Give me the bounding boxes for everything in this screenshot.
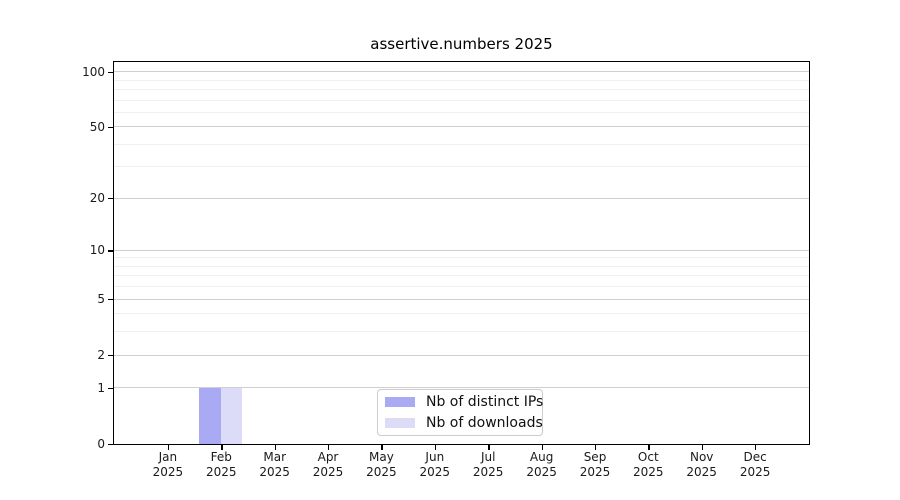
gridline-minor bbox=[114, 265, 809, 267]
gridline-minor bbox=[114, 88, 809, 90]
y-tick-mark bbox=[108, 126, 113, 128]
x-tick-label: Sep 2025 bbox=[579, 450, 611, 479]
gridline-minor bbox=[114, 99, 809, 101]
gridline-major bbox=[114, 249, 809, 251]
x-tick-label: Jun 2025 bbox=[419, 450, 451, 479]
x-tick-mark bbox=[221, 445, 223, 450]
x-tick-mark bbox=[274, 445, 277, 450]
x-tick-mark bbox=[648, 445, 650, 450]
x-tick-mark bbox=[755, 445, 757, 450]
x-tick-mark bbox=[328, 445, 330, 450]
x-tick-mark bbox=[595, 445, 597, 450]
y-tick-label: 20 bbox=[89, 191, 105, 206]
y-tick-mark bbox=[108, 355, 113, 357]
gridline-minor bbox=[114, 166, 809, 168]
x-tick-mark bbox=[434, 445, 437, 450]
y-tick-label: 0 bbox=[97, 436, 105, 451]
y-tick-mark bbox=[108, 387, 113, 389]
gridline-minor bbox=[114, 275, 809, 277]
gridline-major bbox=[114, 298, 809, 300]
legend-label: Nb of distinct IPs bbox=[426, 394, 544, 410]
y-tick-mark bbox=[108, 299, 113, 301]
x-tick-mark bbox=[701, 445, 704, 450]
legend-item-distinct-ips: Nb of distinct IPs bbox=[385, 394, 543, 410]
x-tick-mark bbox=[381, 445, 383, 450]
x-tick-label: Mar 2025 bbox=[259, 450, 290, 479]
gridline-major bbox=[114, 197, 809, 199]
y-tick-label: 100 bbox=[82, 64, 105, 79]
legend-item-downloads: Nb of downloads bbox=[385, 415, 543, 431]
y-tick-label: 10 bbox=[89, 243, 105, 258]
gridline-major bbox=[114, 354, 809, 356]
x-tick-label: Dec 2025 bbox=[739, 450, 771, 479]
y-tick-mark bbox=[108, 198, 113, 200]
y-tick-mark bbox=[108, 443, 113, 445]
gridline-major bbox=[114, 71, 809, 72]
legend-swatch-downloads bbox=[385, 418, 415, 428]
x-tick-label: Oct 2025 bbox=[633, 450, 664, 479]
gridline-minor bbox=[114, 79, 809, 81]
gridline-minor bbox=[114, 143, 809, 145]
y-tick-mark bbox=[108, 250, 113, 252]
gridline-minor bbox=[114, 331, 809, 333]
chart-title: assertive.numbers 2025 bbox=[370, 35, 553, 53]
x-tick-label: Jan 2025 bbox=[152, 450, 184, 479]
y-tick-mark bbox=[108, 71, 113, 73]
legend: Nb of distinct IPs Nb of downloads bbox=[377, 389, 543, 436]
x-tick-label: May 2025 bbox=[366, 450, 397, 479]
gridline-minor bbox=[114, 286, 809, 288]
x-tick-mark bbox=[541, 445, 543, 450]
x-tick-label: Jul 2025 bbox=[472, 450, 504, 479]
bar-nb-of-downloads bbox=[220, 388, 243, 444]
plot-area bbox=[113, 61, 810, 445]
x-tick-label: Nov 2025 bbox=[686, 450, 717, 479]
legend-swatch-distinct-ips bbox=[385, 397, 415, 407]
y-tick-label: 5 bbox=[97, 292, 105, 307]
gridline-minor bbox=[114, 111, 809, 113]
legend-label: Nb of downloads bbox=[426, 415, 543, 431]
gridline-major bbox=[114, 387, 809, 389]
x-tick-label: Feb 2025 bbox=[206, 450, 237, 479]
x-tick-mark bbox=[488, 445, 490, 450]
y-tick-label: 50 bbox=[89, 119, 105, 134]
y-tick-label: 2 bbox=[97, 348, 105, 362]
y-tick-label: 1 bbox=[97, 380, 105, 395]
x-tick-mark bbox=[167, 445, 170, 450]
gridline-major bbox=[114, 126, 809, 128]
x-tick-label: Aug 2025 bbox=[526, 450, 557, 479]
x-tick-label: Apr 2025 bbox=[312, 450, 344, 479]
gridline-minor bbox=[114, 313, 809, 315]
gridline-minor bbox=[114, 257, 809, 259]
bar-nb-of-distinct-ips bbox=[199, 388, 221, 444]
